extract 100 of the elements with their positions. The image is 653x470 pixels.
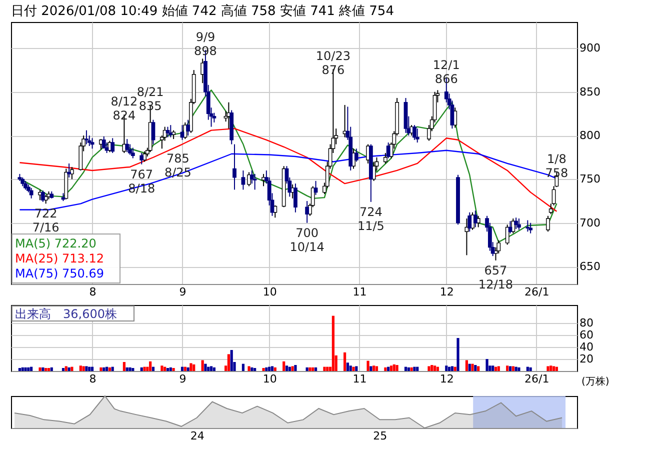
annotation: 657 12/18 [478, 263, 514, 292]
bar [248, 366, 250, 371]
bar [497, 366, 500, 371]
bar [160, 366, 164, 371]
bar [445, 366, 448, 371]
bar [274, 367, 276, 371]
bar [416, 366, 419, 371]
annotation: 出来高 36,600株 [15, 307, 117, 321]
bar [42, 367, 44, 371]
candlestick [232, 144, 236, 190]
x-tick-label: 12 [440, 372, 454, 386]
bar [50, 367, 53, 371]
candlestick [386, 142, 390, 159]
bar [30, 366, 33, 371]
bar [366, 360, 370, 371]
candlestick [166, 126, 170, 138]
bar [375, 366, 378, 371]
bar [355, 366, 358, 371]
annotation: 10/23 876 [316, 49, 350, 78]
x-tick-label: 8 [89, 372, 96, 386]
bar [430, 365, 434, 371]
bar [314, 367, 318, 371]
bar [372, 366, 376, 371]
bar [111, 366, 114, 371]
bar [44, 368, 48, 371]
bar [436, 366, 439, 371]
bar [413, 366, 416, 371]
bar [410, 367, 413, 371]
bar [474, 365, 477, 371]
bar [227, 354, 230, 371]
bar [465, 360, 468, 371]
candlestick [354, 148, 358, 162]
text: MA(75) 750.69 [15, 266, 104, 280]
bar [230, 350, 233, 371]
bar [294, 365, 297, 371]
bar [140, 367, 143, 371]
bar [492, 366, 494, 371]
bar [323, 366, 326, 371]
annotation: 724 11/5 [357, 204, 384, 233]
candlestick [102, 136, 106, 150]
bar [172, 368, 175, 371]
bar [326, 366, 329, 371]
bar [448, 366, 451, 371]
candlestick [130, 147, 135, 159]
candlestick [412, 124, 416, 140]
bar [390, 366, 393, 371]
bar [486, 359, 488, 371]
bar [122, 362, 126, 371]
candlestick [305, 200, 310, 224]
bar [132, 368, 134, 371]
bar [392, 364, 396, 371]
bar [471, 364, 474, 371]
candlestick [514, 217, 518, 230]
bar [518, 367, 520, 371]
bar [88, 366, 91, 371]
candlestick [314, 180, 318, 196]
bar [282, 361, 286, 371]
candlestick [241, 170, 246, 190]
y-tick-label: 40 [580, 340, 594, 354]
bar [105, 366, 108, 371]
text: MA(5) 722.20 [15, 236, 96, 250]
bar [407, 367, 410, 371]
candlestick [168, 124, 173, 138]
bar [242, 364, 245, 371]
y-tick-label: 700 [580, 216, 600, 230]
bar [456, 338, 460, 371]
bar [291, 366, 294, 371]
candlestick [67, 162, 71, 178]
bar [433, 366, 436, 371]
bar [85, 366, 88, 371]
bar [555, 366, 558, 371]
annotation: 1/8 758 [545, 152, 568, 180]
bar [550, 366, 552, 371]
y-tick-label: 60 [580, 328, 594, 342]
bar [207, 366, 210, 371]
x-tick-label: 11 [352, 372, 367, 386]
bar [268, 366, 271, 371]
candlestick [383, 152, 388, 164]
y-tick-label: 750 [580, 172, 600, 186]
annotation: 9/9 898 [194, 30, 217, 58]
bar [526, 366, 529, 371]
candlestick [151, 119, 156, 145]
bar [102, 367, 106, 371]
bar [212, 367, 216, 371]
candlestick [110, 138, 115, 154]
bar [164, 366, 166, 371]
bar [306, 367, 308, 371]
bar [18, 368, 22, 371]
bar [79, 366, 82, 371]
bar [428, 366, 430, 371]
bar [190, 363, 192, 371]
bar [192, 364, 196, 371]
annotation: 8/12 824 [110, 94, 138, 123]
candlestick [473, 210, 478, 228]
bar [166, 368, 170, 371]
bar [506, 366, 509, 371]
bar [384, 367, 387, 371]
candlestick [140, 152, 144, 165]
candlestick [252, 173, 257, 190]
y-tick-label: 80 [580, 316, 594, 330]
